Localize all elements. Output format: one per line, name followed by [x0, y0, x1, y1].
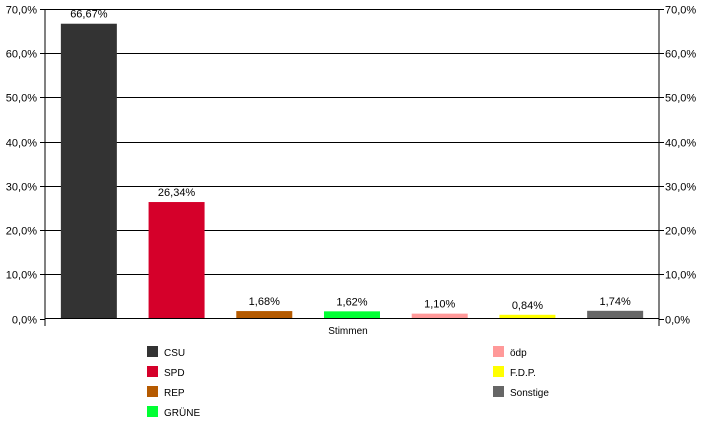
bar-1 [148, 202, 205, 319]
y-tick-label-right: 10,0% [665, 270, 696, 282]
bar-2 [236, 311, 293, 319]
legend-label: CSU [164, 348, 185, 359]
legend-swatch [147, 366, 158, 377]
legend-swatch [147, 346, 158, 357]
legend-item: SPD [147, 366, 185, 379]
data-label-2: 1,68% [249, 296, 280, 308]
legend-label: F.D.P. [510, 368, 536, 379]
bar-4 [411, 313, 468, 319]
legend-item: Sonstige [493, 386, 549, 399]
legend-label: Sonstige [510, 388, 549, 399]
legend-item: REP [147, 386, 185, 399]
data-label-5: 0,84% [512, 300, 543, 312]
y-tick-label-left: 20,0% [6, 226, 37, 238]
gridlines [45, 9, 659, 275]
y-tick-label-right: 60,0% [665, 49, 696, 61]
bar-0 [60, 23, 117, 319]
y-tick-label-left: 30,0% [6, 182, 37, 194]
y-tick-label-right: 0,0% [665, 315, 690, 327]
data-label-0: 66,67% [70, 9, 108, 21]
y-tick-label-left: 0,0% [12, 315, 37, 327]
data-label-4: 1,10% [424, 299, 455, 311]
legend-item: CSU [147, 346, 185, 359]
data-labels: 66,67% 26,34% 1,68% 1,62% 1,10% 0,84% 1,74% [70, 9, 631, 312]
y-axis-left: 0,0% 10,0% 20,0% 30,0% 40,0% 50,0% 60,0% 70,0% [6, 5, 45, 327]
axes [44, 9, 660, 326]
y-tick-label-right: 50,0% [665, 93, 696, 105]
y-tick-label-left: 40,0% [6, 138, 37, 150]
legend-swatch [493, 346, 504, 357]
y-tick-label-left: 60,0% [6, 49, 37, 61]
x-axis-label: Stimmen [328, 326, 367, 337]
y-axis-right: 0,0% 10,0% 20,0% 30,0% 40,0% 50,0% 60,0% 70,0% [659, 5, 696, 327]
y-tick-label-right: 20,0% [665, 226, 696, 238]
legend-swatch [493, 386, 504, 397]
data-label-1: 26,34% [158, 187, 196, 199]
bar-3 [324, 311, 380, 319]
legend-label: GRÜNE [164, 407, 200, 419]
y-tick-label-left: 70,0% [6, 5, 37, 17]
data-label-3: 1,62% [336, 296, 367, 308]
y-tick-label-right: 40,0% [665, 138, 696, 150]
legend-item: GRÜNE [147, 406, 200, 419]
legend-label: SPD [164, 368, 185, 379]
bar-6 [587, 310, 644, 319]
legend-label: ödp [510, 348, 527, 359]
legend-label: REP [164, 388, 185, 399]
y-tick-label-left: 10,0% [6, 270, 37, 282]
y-tick-label-right: 30,0% [665, 182, 696, 194]
y-tick-label-left: 50,0% [6, 93, 37, 105]
legend-item: F.D.P. [493, 366, 536, 379]
bars [60, 23, 644, 319]
legend: CSU SPD REP GRÜNE ödp F.D.P. Sonstige [147, 346, 549, 419]
legend-swatch [147, 386, 158, 397]
data-label-6: 1,74% [600, 296, 631, 308]
legend-swatch [147, 406, 158, 417]
bar-5 [499, 314, 556, 319]
y-tick-label-right: 70,0% [665, 5, 696, 17]
legend-item: ödp [493, 346, 527, 359]
legend-swatch [493, 366, 504, 377]
